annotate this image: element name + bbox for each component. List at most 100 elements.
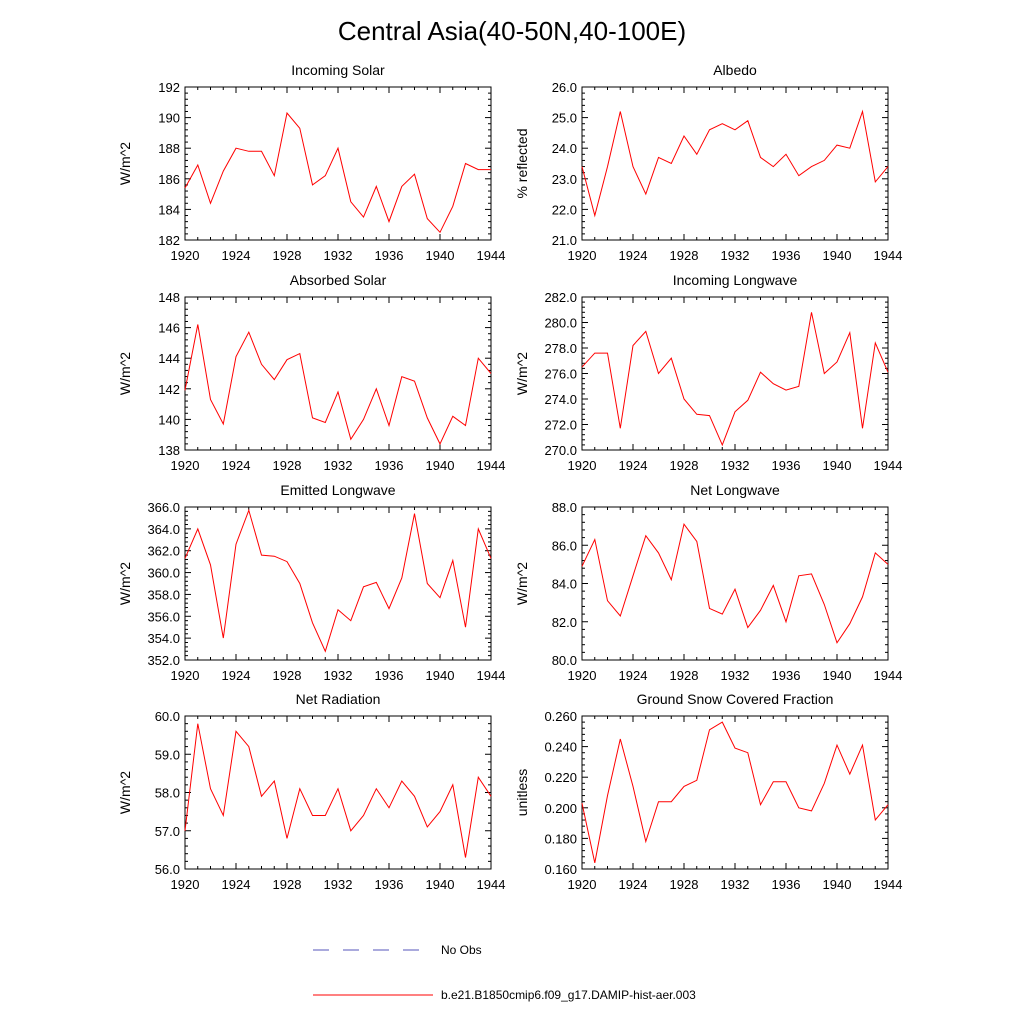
x-tick-label: 1940 <box>823 248 852 263</box>
x-tick-label: 1936 <box>375 248 404 263</box>
x-tick-label: 1944 <box>874 877 903 892</box>
panel-title: Incoming Longwave <box>673 272 798 288</box>
y-tick-label: 280.0 <box>544 316 577 331</box>
series-line <box>581 109 889 218</box>
x-tick-label: 1928 <box>273 458 302 473</box>
x-tick-label: 1944 <box>477 458 506 473</box>
panel-incoming-longwave: Incoming Longwave W/m^2 270.0 272.0 274.0 276… <box>514 272 902 473</box>
x-tick-label: 1924 <box>222 458 251 473</box>
y-tick-label: 0.200 <box>544 801 577 816</box>
x-tick-label: 1932 <box>721 248 750 263</box>
x-tick-label: 1940 <box>426 877 455 892</box>
panel-title: Net Radiation <box>296 691 381 707</box>
x-tick-label: 1920 <box>568 877 597 892</box>
panel-title: Net Longwave <box>690 482 780 498</box>
series-line <box>184 324 492 446</box>
x-tick-label: 1944 <box>477 248 506 263</box>
x-tick-label: 1924 <box>222 248 251 263</box>
y-tick-label: 59.0 <box>155 747 180 762</box>
y-tick-label: 0.180 <box>544 831 577 846</box>
y-tick-label: 270.0 <box>544 443 577 458</box>
series-line <box>581 721 889 864</box>
plot-frame <box>581 86 889 241</box>
y-tick-label: 366.0 <box>147 500 180 515</box>
legend-label-no-obs: No Obs <box>441 943 482 957</box>
y-tick-label: 142 <box>158 382 180 397</box>
x-tick-label: 1936 <box>375 877 404 892</box>
y-tick-label: 82.0 <box>552 615 577 630</box>
y-tick-label: 146 <box>158 321 180 336</box>
panel-ground-snow-covered-fraction: Ground Snow Covered Fraction unitless 0.16… <box>514 691 902 892</box>
y-tick-label: 21.0 <box>552 233 577 248</box>
y-tick-label: 0.160 <box>544 862 577 877</box>
y-tick-label: 58.0 <box>155 786 180 801</box>
panel-title: Albedo <box>713 62 757 78</box>
x-tick-label: 1936 <box>772 668 801 683</box>
x-tick-label: 1936 <box>772 248 801 263</box>
plot-frame <box>184 715 492 870</box>
x-tick-label: 1940 <box>823 877 852 892</box>
x-tick-label: 1932 <box>721 668 750 683</box>
x-tick-label: 1932 <box>324 877 353 892</box>
plot-frame <box>581 506 889 661</box>
panel-title: Incoming Solar <box>291 62 385 78</box>
x-tick-label: 1932 <box>324 248 353 263</box>
x-tick-label: 1928 <box>273 248 302 263</box>
y-tick-label: 60.0 <box>155 709 180 724</box>
panel-net-radiation: Net Radiation W/m^2 56.0 57.0 58.0 59.0 60.0 19… <box>117 691 505 892</box>
x-tick-label: 1920 <box>171 458 200 473</box>
x-tick-label: 1936 <box>772 877 801 892</box>
y-tick-label: 362.0 <box>147 544 180 559</box>
plot-frame <box>581 715 889 870</box>
x-tick-label: 1928 <box>670 248 699 263</box>
y-tick-label: 80.0 <box>552 653 577 668</box>
panel-net-longwave: Net Longwave W/m^2 80.0 82.0 84.0 86.0 88.0 192… <box>514 482 902 683</box>
y-tick-label: 356.0 <box>147 609 180 624</box>
plot-frame <box>184 86 492 241</box>
y-axis-label: W/m^2 <box>514 352 530 395</box>
x-tick-label: 1920 <box>171 668 200 683</box>
y-tick-label: 26.0 <box>552 80 577 95</box>
y-axis-label: % reflected <box>514 128 530 198</box>
legend: No Obs b.e21.B1850cmip6.f09_g17.DAMIP-hi… <box>313 943 696 1002</box>
y-axis-label: W/m^2 <box>514 562 530 605</box>
x-tick-label: 1928 <box>670 668 699 683</box>
y-tick-label: 276.0 <box>544 367 577 382</box>
plot-frame <box>581 296 889 451</box>
y-tick-label: 358.0 <box>147 587 180 602</box>
y-tick-label: 56.0 <box>155 862 180 877</box>
y-tick-label: 138 <box>158 443 180 458</box>
y-axis-label: unitless <box>514 769 530 816</box>
panels: Incoming Solar W/m^2 182 184 186 188 190 192 192… <box>117 62 902 892</box>
x-tick-label: 1936 <box>375 668 404 683</box>
y-axis-label: W/m^2 <box>117 771 133 814</box>
x-tick-label: 1920 <box>171 248 200 263</box>
panel-absorbed-solar: Absorbed Solar W/m^2 138 140 142 144 146 148 192… <box>117 272 505 473</box>
y-tick-label: 360.0 <box>147 566 180 581</box>
x-tick-label: 1924 <box>222 877 251 892</box>
y-tick-label: 0.240 <box>544 740 577 755</box>
y-axis-label: W/m^2 <box>117 142 133 185</box>
x-tick-label: 1924 <box>619 248 648 263</box>
panel-title: Ground Snow Covered Fraction <box>637 691 834 707</box>
x-tick-label: 1944 <box>477 877 506 892</box>
y-tick-label: 364.0 <box>147 522 180 537</box>
y-tick-label: 282.0 <box>544 290 577 305</box>
x-tick-label: 1936 <box>772 458 801 473</box>
panel-incoming-solar: Incoming Solar W/m^2 182 184 186 188 190 192 192… <box>117 62 505 263</box>
y-tick-label: 354.0 <box>147 631 180 646</box>
y-tick-label: 0.220 <box>544 770 577 785</box>
x-tick-label: 1940 <box>426 458 455 473</box>
x-tick-label: 1928 <box>273 877 302 892</box>
figure-title: Central Asia(40-50N,40-100E) <box>338 16 686 46</box>
x-tick-label: 1924 <box>619 668 648 683</box>
x-tick-label: 1940 <box>426 248 455 263</box>
x-tick-label: 1920 <box>568 248 597 263</box>
x-tick-label: 1936 <box>375 458 404 473</box>
panel-emitted-longwave: Emitted Longwave W/m^2 352.0 354.0 356.0 358.… <box>117 482 505 683</box>
panel-albedo: Albedo % reflected 21.0 22.0 23.0 24.0 25.0 26.… <box>514 62 902 263</box>
legend-label-model: b.e21.B1850cmip6.f09_g17.DAMIP-hist-aer.… <box>441 988 696 1002</box>
x-tick-label: 1940 <box>823 458 852 473</box>
y-tick-label: 352.0 <box>147 653 180 668</box>
